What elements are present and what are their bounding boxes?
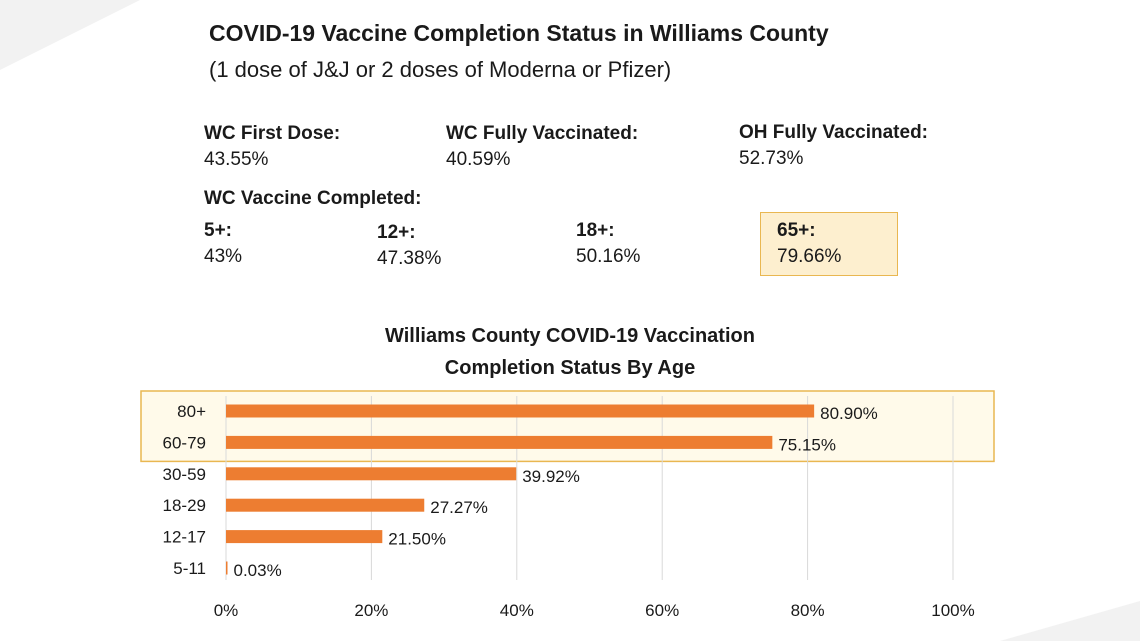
category-label: 60-79	[163, 433, 206, 452]
stat-value: 43.55%	[204, 149, 269, 170]
stat-value: 40.59%	[446, 149, 511, 170]
highlight-band	[140, 390, 995, 463]
category-label: 80+	[177, 402, 206, 421]
x-tick-label: 0%	[214, 601, 239, 620]
age-group-65-plus: 65+: 79.66%	[777, 218, 841, 270]
bar	[226, 404, 815, 418]
stat-wc-fully-vaccinated: WC Fully Vaccinated: 40.59%	[446, 121, 638, 173]
stat-oh-fully-vaccinated: OH Fully Vaccinated: 52.73%	[739, 120, 928, 172]
stat-value: 52.73%	[739, 148, 804, 169]
x-tick-label: 20%	[354, 601, 388, 620]
bar	[226, 467, 517, 481]
age-group-value: 43%	[204, 246, 243, 267]
age-group-5-plus: 5+: 43%	[204, 218, 242, 270]
category-label: 5-11	[173, 559, 206, 578]
x-tick-label: 80%	[791, 601, 825, 620]
age-group-label: 12+:	[377, 222, 416, 243]
data-label: 27.27%	[430, 498, 488, 517]
page-title: COVID-19 Vaccine Completion Status in Wi…	[209, 20, 829, 46]
corner-decoration-bottom	[1000, 601, 1140, 641]
age-group-value: 47.38%	[377, 248, 442, 269]
bar	[226, 561, 228, 575]
stat-label: WC First Dose:	[204, 123, 341, 144]
data-label: 39.92%	[522, 467, 580, 486]
bar	[226, 498, 425, 512]
age-group-label: 65+:	[777, 220, 816, 241]
bar	[226, 530, 383, 544]
stat-label: WC Fully Vaccinated:	[446, 123, 639, 144]
chart-title: Williams County COVID-19 Vaccination Com…	[300, 320, 840, 384]
data-label: 21.50%	[388, 530, 446, 549]
page-subtitle: (1 dose of J&J or 2 doses of Moderna or …	[209, 57, 672, 82]
data-label: 75.15%	[778, 435, 836, 454]
bar	[226, 435, 773, 449]
highlight-box-65-plus	[760, 212, 898, 276]
age-group-12-plus: 12+: 47.38%	[377, 220, 441, 272]
age-group-18-plus: 18+: 50.16%	[576, 218, 640, 270]
x-tick-label: 40%	[500, 601, 534, 620]
vaccine-completed-heading: WC Vaccine Completed:	[204, 188, 422, 209]
stat-label: OH Fully Vaccinated:	[739, 122, 928, 143]
x-tick-label: 60%	[645, 601, 679, 620]
age-group-value: 79.66%	[777, 246, 842, 267]
age-group-label: 18+:	[576, 220, 615, 241]
category-label: 30-59	[163, 465, 206, 484]
x-tick-label: 100%	[931, 601, 974, 620]
age-group-value: 50.16%	[576, 246, 641, 267]
age-group-label: 5+:	[204, 220, 232, 241]
corner-decoration-top	[0, 0, 140, 70]
stat-wc-first-dose: WC First Dose: 43.55%	[204, 121, 340, 173]
category-label: 12-17	[163, 528, 206, 547]
category-label: 18-29	[163, 496, 206, 515]
data-label: 0.03%	[234, 561, 282, 580]
chart-title-line-2: Completion Status By Age	[444, 357, 696, 379]
chart-title-line-1: Williams County COVID-19 Vaccination	[385, 325, 755, 347]
data-label: 80.90%	[820, 404, 878, 423]
